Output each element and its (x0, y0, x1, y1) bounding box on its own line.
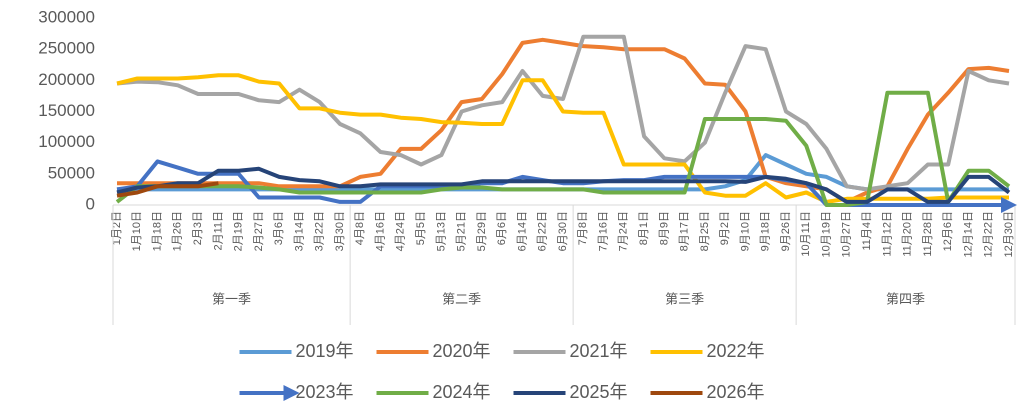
x-tick-label: 7月8日 (577, 211, 589, 245)
y-tick-label: 150000 (38, 101, 95, 120)
x-tick-label: 1月2日 (111, 211, 123, 245)
x-tick-label: 4月16日 (374, 211, 386, 251)
x-tick-label: 11月12日 (881, 211, 893, 257)
x-tick-label: 1月18日 (151, 211, 163, 251)
x-tick-label: 10月19日 (820, 211, 832, 257)
x-tick-label: 10月11日 (800, 211, 812, 257)
group-label: 第一季 (212, 291, 251, 306)
x-tick-label: 3月6日 (273, 211, 285, 245)
x-tick-label: 6月6日 (496, 211, 508, 245)
x-tick-label: 5月5日 (415, 211, 427, 245)
x-tick-label: 11月4日 (861, 211, 873, 251)
x-tick-label: 12月6日 (942, 211, 954, 251)
x-tick-label: 11月28日 (922, 211, 934, 257)
x-tick-label: 2月11日 (212, 211, 224, 251)
x-tick-label: 6月22日 (537, 211, 549, 251)
y-tick-label: 300000 (38, 7, 95, 26)
x-tick-label: 2月19日 (233, 211, 245, 251)
y-tick-label: 250000 (38, 39, 95, 58)
x-tick-label: 10月27日 (841, 211, 853, 257)
x-tick-label: 12月30日 (1003, 211, 1015, 257)
legend-label: 2024年 (433, 382, 491, 402)
series-line (116, 73, 1009, 204)
series-line (116, 166, 1011, 204)
legend-label: 2022年 (707, 341, 765, 361)
x-tick-label: 1月26日 (172, 211, 184, 251)
x-tick-label: 7月24日 (618, 211, 630, 251)
legend-label: 2021年 (570, 341, 628, 361)
y-tick-label: 50000 (48, 163, 95, 182)
x-tick-label: 8月17日 (679, 211, 691, 251)
x-tick-label: 12月14日 (962, 211, 974, 257)
x-tick-label: 9月2日 (719, 211, 731, 245)
group-label: 第二季 (442, 291, 481, 306)
x-tick-label: 9月10日 (739, 211, 751, 251)
x-tick-label: 3月22日 (314, 211, 326, 251)
x-tick-label: 4月8日 (354, 211, 366, 245)
series-line (116, 181, 219, 198)
x-tick-label: 6月14日 (516, 211, 528, 251)
x-tick-label: 8月1日 (638, 211, 650, 245)
legend-label: 2023年 (296, 382, 354, 402)
series-line (117, 37, 1010, 204)
x-tick-label: 6月30日 (557, 211, 569, 251)
x-tick-label: 8月25日 (699, 211, 711, 251)
y-tick-label: 100000 (38, 132, 95, 151)
x-tick-label: 5月29日 (476, 211, 488, 251)
group-label: 第三季 (665, 291, 704, 306)
legend-label: 2025年 (570, 382, 628, 402)
x-tick-label: 3月30日 (334, 211, 346, 251)
x-tick-label: 3月14日 (293, 211, 305, 251)
y-tick-label: 0 (86, 194, 95, 213)
y-tick-label: 200000 (38, 70, 95, 89)
group-label: 第四季 (886, 291, 925, 306)
x-tick-label: 8月9日 (658, 211, 670, 245)
x-tick-label: 1月10日 (131, 211, 143, 251)
x-tick-label: 4月24日 (395, 211, 407, 251)
x-tick-label: 5月13日 (435, 211, 447, 251)
x-tick-label: 2月3日 (192, 211, 204, 245)
legend-label: 2020年 (433, 341, 491, 361)
x-tick-label: 2月27日 (253, 211, 265, 251)
x-tick-label: 9月18日 (760, 211, 772, 251)
legend-label: 2019年 (296, 341, 354, 361)
x-tick-label: 11月20日 (902, 211, 914, 257)
x-tick-label: 7月16日 (597, 211, 609, 251)
legend-label: 2026年 (707, 382, 765, 402)
x-tick-label: 9月26日 (780, 211, 792, 251)
series-line (116, 34, 1010, 192)
x-tick-label: 12月22日 (983, 211, 995, 257)
x-tick-label: 5月21日 (456, 211, 468, 251)
